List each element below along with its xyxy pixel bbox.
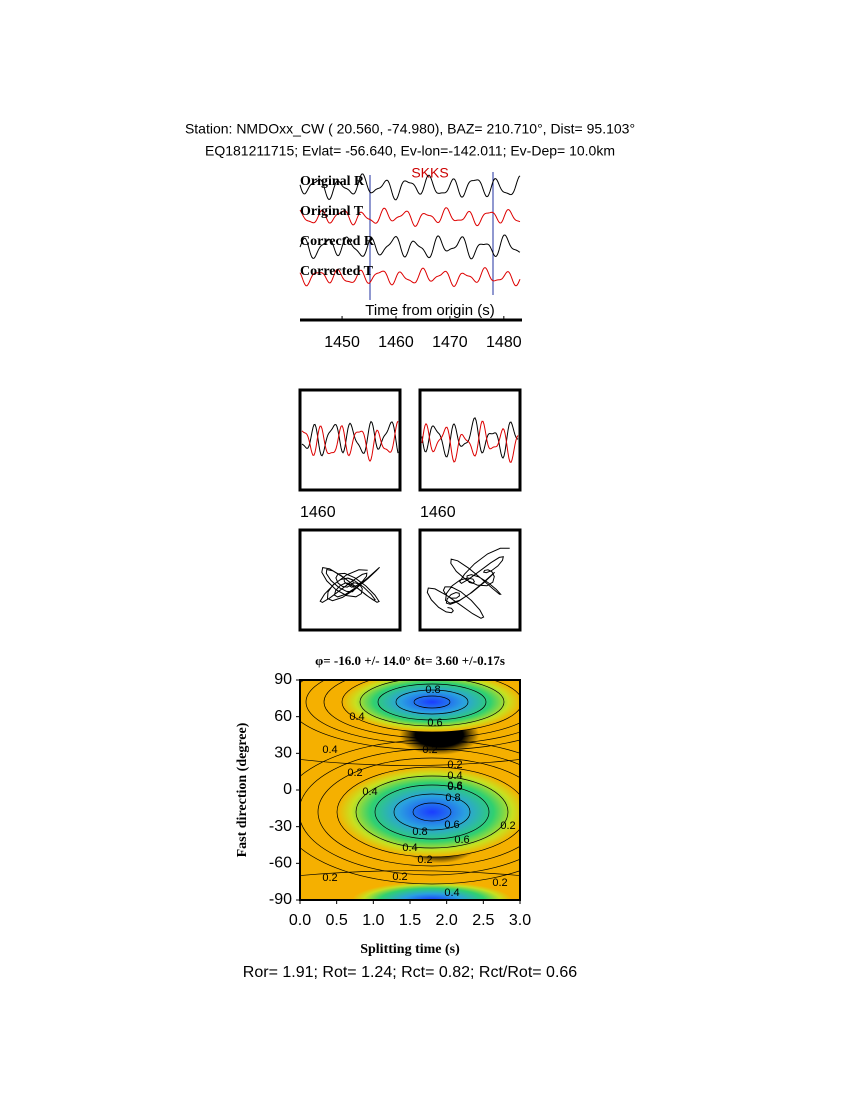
panel-tick-label: 1460 [420,504,456,521]
contour-line [412,802,452,822]
y-tick-label: 0 [283,781,292,798]
contour-label: 0.4 [447,770,462,782]
contour-label: 0.2 [322,872,337,884]
x-tick-label: 1.0 [362,912,384,929]
x-axis-label: Splitting time (s) [360,942,460,957]
waveform [299,207,521,227]
contour-line [355,775,509,849]
trace-label: Original T [300,204,364,219]
waveform [301,420,399,462]
x-tick-label: 3.0 [509,912,531,929]
contour-line [377,683,487,721]
contour-label: 0.6 [454,834,469,846]
x-tick-label: 0.5 [326,912,348,929]
time-axis-label: Time from origin (s) [365,302,494,319]
contour-line [341,680,520,733]
minimum-region [342,680,520,732]
contour-line [323,680,520,739]
x-tick-label: 1450 [324,334,360,351]
contour-line [336,766,520,858]
contour-line [300,759,520,766]
panel-tick-label: 1460 [300,504,336,521]
contour-label: 0.8 [412,826,427,838]
contour-line [374,784,490,840]
contour-label: 0.6 [437,731,452,743]
contour-label: 0.4 [322,744,337,756]
contour-label: 0.2 [347,767,362,779]
y-tick-label: -60 [269,855,292,872]
contour-label: 0.6 [444,819,459,831]
contour-label: 0.8 [425,684,440,696]
contour-line [317,757,520,867]
y-tick-label: 90 [274,671,292,688]
contour-map [300,680,520,900]
contour-label: 0.6 [447,780,462,792]
waveform [421,420,519,464]
particle-motion [426,547,510,619]
x-tick-label: 1480 [486,334,522,351]
contour-label: 0.4 [362,786,377,798]
contour-line [300,739,520,885]
contour-line [395,689,469,715]
panel-frames [298,388,522,632]
waveform [299,173,521,201]
contour-label: 0.2 [422,744,437,756]
contour-label: 0.4 [444,887,459,899]
contour-line [305,680,520,745]
contour-label: 0.8 [445,792,460,804]
trace-label: Original R [300,174,365,189]
contour-label: 0.2 [417,854,432,866]
y-tick-label: 60 [274,708,292,725]
minimum-region [337,767,520,857]
contour-label: 0.2 [500,820,515,832]
grid-title: φ= -16.0 +/- 14.0° δt= 3.60 +/-0.17s [315,653,505,668]
contour-line [413,695,451,709]
waveform [301,420,399,457]
phase-label: SKKS [411,165,448,181]
contour-label: 0.2 [447,759,462,771]
contour-line [300,680,520,751]
contour-line [393,793,471,831]
contour-line [300,870,520,876]
waveform [299,234,521,260]
waveform [421,417,519,459]
contour-label: 0.2 [392,871,407,883]
x-tick-label: 2.5 [472,912,494,929]
y-tick-label: -90 [269,891,292,908]
contour-line [300,748,520,876]
header-line1: Station: NMDOxx_CW ( 20.560, -74.980), B… [185,121,635,137]
x-tick-label: 1470 [432,334,468,351]
trace-label: Corrected T [300,264,374,279]
particle-motion [319,566,380,603]
contour-label: 0.2 [492,877,507,889]
dark-region [352,882,512,900]
waveform [299,267,521,288]
contour-line [359,680,505,727]
header-line2: EQ181211715; Evlat= -56.640, Ev-lon=-142… [205,143,615,159]
contour-label: 0.6 [427,717,442,729]
x-tick-label: 1460 [378,334,414,351]
y-tick-label: 30 [274,745,292,762]
y-axis-label: Fast direction (degree) [235,722,250,857]
x-tick-label: 1.5 [399,912,421,929]
contour-label: 0.4 [402,842,417,854]
x-tick-label: 2.0 [436,912,458,929]
y-tick-label: -30 [269,818,292,835]
trace-label: Corrected R [300,234,375,249]
contour-label: 0.4 [349,711,364,723]
x-tick-label: 0.0 [289,912,311,929]
footer: Ror= 1.91; Rot= 1.24; Rct= 0.82; Rct/Rot… [243,964,578,981]
contour-label: 0.6 [447,781,462,793]
